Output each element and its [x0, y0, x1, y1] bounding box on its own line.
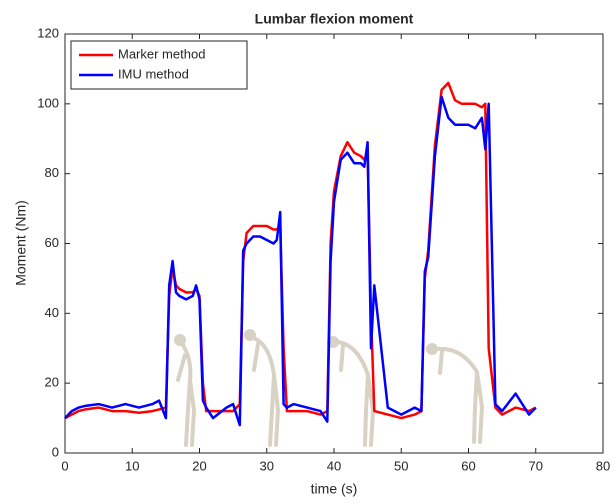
y-tick-label: 20 — [45, 375, 59, 390]
x-tick-label: 70 — [529, 458, 543, 473]
x-tick-label: 40 — [327, 458, 341, 473]
x-tick-label: 30 — [260, 458, 274, 473]
legend-box — [70, 40, 248, 90]
x-tick-label: 20 — [192, 458, 206, 473]
y-tick-label: 80 — [45, 165, 59, 180]
y-tick-label: 100 — [37, 95, 59, 110]
chart-title: Lumbar flexion moment — [255, 11, 414, 27]
x-tick-label: 50 — [394, 458, 408, 473]
y-tick-label: 60 — [45, 235, 59, 250]
x-axis-label: time (s) — [311, 481, 358, 497]
series-line — [64, 95, 537, 427]
legend-label: Marker method — [118, 46, 205, 61]
y-tick-label: 0 — [52, 444, 59, 459]
y-tick-label: 120 — [37, 25, 59, 40]
legend-label: IMU method — [118, 66, 189, 81]
x-tick-label: 0 — [61, 458, 68, 473]
y-axis-label: Moment (Nm) — [13, 200, 29, 286]
x-tick-label: 10 — [125, 458, 139, 473]
x-tick-label: 60 — [461, 458, 475, 473]
x-tick-label: 80 — [596, 458, 610, 473]
y-tick-label: 40 — [45, 305, 59, 320]
